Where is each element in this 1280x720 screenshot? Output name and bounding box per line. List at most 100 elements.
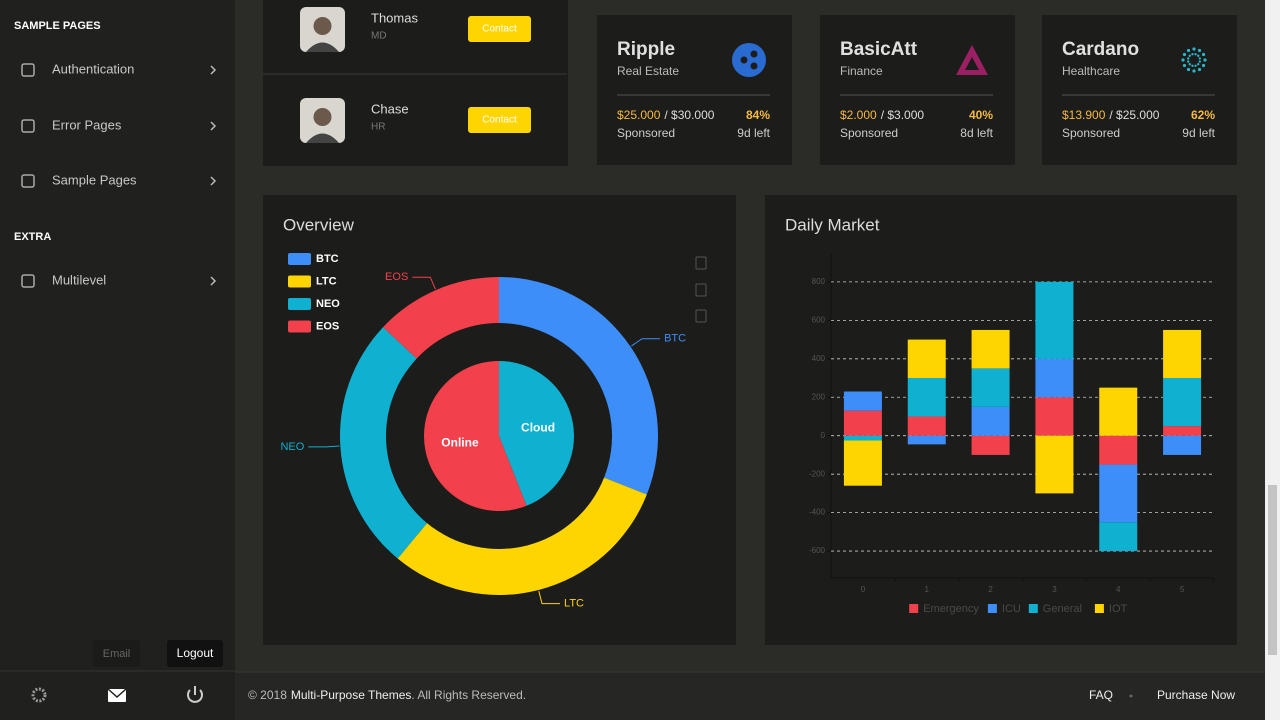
project-time: 8d left (960, 126, 993, 140)
amount-raised: $13.900 (1062, 108, 1106, 122)
chevron (210, 65, 217, 75)
coin-icon-inner (965, 57, 979, 70)
coin-dot (1186, 48, 1191, 53)
settings-icon[interactable] (31, 687, 47, 703)
menu-item[interactable]: Multilevel (21, 272, 217, 288)
avatar-body (306, 133, 339, 143)
coin-dot (1201, 52, 1206, 57)
slice (499, 361, 575, 506)
coin-dot (1201, 63, 1206, 68)
contact-button[interactable] (468, 107, 531, 133)
menu-label[interactable]: Authentication (52, 61, 134, 76)
bar-segment (843, 391, 882, 411)
copyright: © 2018 (248, 688, 287, 702)
legend-label: Emergency (923, 603, 979, 615)
project-amount: $13.900/ $25.000 (1062, 108, 1160, 122)
contact-name: Thomas (371, 10, 418, 25)
menu-label[interactable]: Sample Pages (52, 172, 137, 187)
footer-link[interactable]: Purchase Now (1157, 688, 1235, 702)
rights: . All Rights Reserved. (411, 688, 526, 702)
legend-swatch (1028, 604, 1038, 613)
slice-label: BTC (664, 333, 686, 345)
menu-label[interactable]: Multilevel (52, 272, 106, 287)
bar-segment (1035, 435, 1074, 494)
slice (383, 277, 499, 359)
bar-segment (1163, 378, 1202, 427)
bar-segment (907, 339, 946, 379)
menu-icon (21, 63, 35, 77)
legend-swatch (909, 604, 919, 613)
chevron (210, 121, 217, 131)
footer-link[interactable]: FAQ (1089, 688, 1113, 702)
chevron (210, 176, 217, 186)
contact-button-text[interactable]: Contact (482, 115, 517, 126)
coin-dot (1188, 63, 1191, 66)
toolbar-icon[interactable] (695, 256, 707, 270)
coin-dot (1186, 67, 1191, 72)
contact-button-text[interactable]: Contact (482, 24, 517, 35)
project-percent: 62% (1191, 108, 1215, 122)
section-title: EXTRA (14, 231, 51, 243)
x-tick-label: 4 (1116, 585, 1121, 594)
project-name: BasicAtt (840, 39, 918, 60)
chart-title: Overview (283, 215, 355, 234)
sidebar (0, 0, 235, 720)
bar-segment (907, 435, 946, 445)
chart-title: Daily Market (785, 215, 880, 234)
coin-dot (1203, 58, 1207, 62)
section-title: SAMPLE PAGES (14, 20, 101, 32)
chevron (210, 276, 217, 286)
scrollbar-thumb[interactable] (1268, 485, 1277, 655)
legend-label: ICU (1002, 603, 1021, 615)
coin-dot (1198, 57, 1201, 60)
y-tick-label: -600 (809, 546, 826, 555)
slice (397, 477, 647, 595)
leader-line (538, 590, 561, 605)
slice (423, 361, 527, 512)
y-tick-label: -200 (809, 469, 826, 478)
legend-label: BTC (316, 253, 339, 265)
menu-label[interactable]: Error Pages (52, 117, 122, 132)
legend-swatch (288, 298, 311, 310)
amount-raised: $2.000 (840, 108, 877, 122)
project-status: Sponsored (840, 126, 898, 140)
contact-name: Chase (371, 101, 409, 116)
toolbar-icon[interactable] (695, 309, 707, 323)
y-tick-label: 200 (812, 392, 826, 401)
bar-segment (1163, 435, 1202, 455)
coin-dot (1191, 64, 1194, 67)
coin-dot (1191, 53, 1194, 56)
bar-segment (1163, 426, 1202, 436)
coin-icon (732, 43, 766, 77)
project-sector: Healthcare (1062, 64, 1120, 78)
avatar-head (313, 17, 332, 35)
avatar-body (306, 42, 339, 52)
company[interactable]: Multi-Purpose Themes (291, 688, 412, 702)
tooltip (167, 640, 223, 667)
bar-segment (843, 435, 882, 441)
legend-label: NEO (316, 298, 340, 310)
power-icon[interactable] (187, 686, 203, 703)
menu-item[interactable]: Error Pages (21, 117, 217, 133)
bar-segment (1099, 464, 1138, 523)
coin-dot (1197, 63, 1200, 66)
coin-dot (1197, 54, 1200, 57)
menu-item[interactable]: Authentication (21, 61, 217, 77)
menu-item[interactable]: Sample Pages (21, 172, 217, 188)
project-time: 9d left (1182, 126, 1215, 140)
x-tick-label: 3 (1052, 585, 1057, 594)
leader-line (308, 445, 340, 448)
project-percent: 40% (969, 108, 993, 122)
menu-icon (21, 274, 35, 288)
toolbar-icon[interactable] (695, 283, 707, 297)
project-card (597, 15, 792, 165)
project-card (1042, 15, 1237, 165)
contact-button[interactable] (468, 16, 531, 42)
amount-raised: $25.000 (617, 108, 661, 122)
x-tick-label: 1 (925, 585, 930, 594)
bar-segment (1099, 522, 1138, 552)
project-name: Cardano (1062, 39, 1139, 60)
link-separator (1129, 694, 1133, 698)
x-tick-label: 2 (988, 585, 993, 594)
